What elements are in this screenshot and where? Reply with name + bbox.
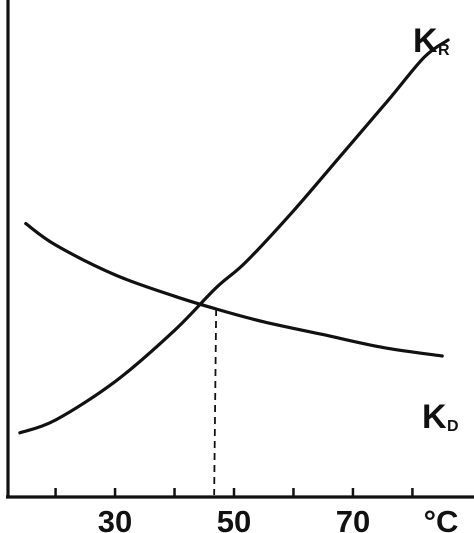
series-label-kd: K <box>422 398 447 436</box>
axes <box>6 0 474 499</box>
series-line-k-d <box>24 222 444 358</box>
series-lines <box>18 38 450 435</box>
x-tick-label: 30 <box>98 504 132 533</box>
series-label-kr: K <box>413 22 438 60</box>
x-axis-unit-label: °C <box>424 504 459 533</box>
series-line-k-r <box>18 38 450 435</box>
intersection-drop-line <box>213 309 218 496</box>
series-label-kr-subscript: R <box>438 42 450 59</box>
x-tick-label: 70 <box>336 504 370 533</box>
series-labels: K RK D <box>413 22 459 436</box>
x-axis-ticks <box>54 488 414 497</box>
guide-lines <box>213 309 218 496</box>
series-label-kd-subscript: D <box>447 418 459 435</box>
x-tick-label: 50 <box>217 504 251 533</box>
x-axis-tick-labels: 30 50 70 <box>98 504 370 533</box>
